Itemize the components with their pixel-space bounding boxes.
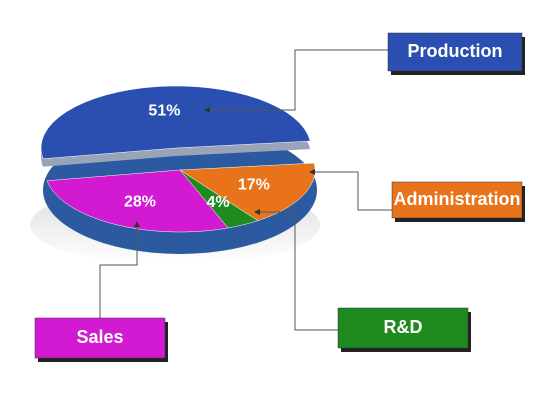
data-label: 17% — [238, 176, 270, 193]
connector — [204, 49, 388, 113]
slice-group — [179, 162, 316, 221]
slice — [46, 169, 229, 233]
connector — [254, 209, 338, 331]
legend-label: Administration — [393, 189, 520, 209]
data-label: 51% — [148, 102, 180, 119]
legend-label: Sales — [76, 327, 123, 347]
slice-group — [40, 85, 311, 167]
legend-box — [387, 32, 523, 72]
legend-label: R&D — [384, 317, 423, 337]
legend-box — [34, 317, 166, 359]
legend-box — [337, 307, 469, 349]
connectors — [99, 49, 392, 331]
data-label: 28% — [124, 194, 156, 211]
legend: Production Administration R&D Sales — [34, 32, 525, 362]
connector — [99, 221, 140, 318]
data-label: 4% — [206, 194, 229, 211]
slice-group — [46, 169, 229, 233]
slice — [40, 85, 311, 160]
connector — [309, 169, 392, 211]
slice — [179, 162, 316, 221]
legend-label: Production — [408, 41, 503, 61]
legend-box — [391, 181, 523, 219]
pie: 51% 17% 4% 28% — [40, 85, 316, 233]
